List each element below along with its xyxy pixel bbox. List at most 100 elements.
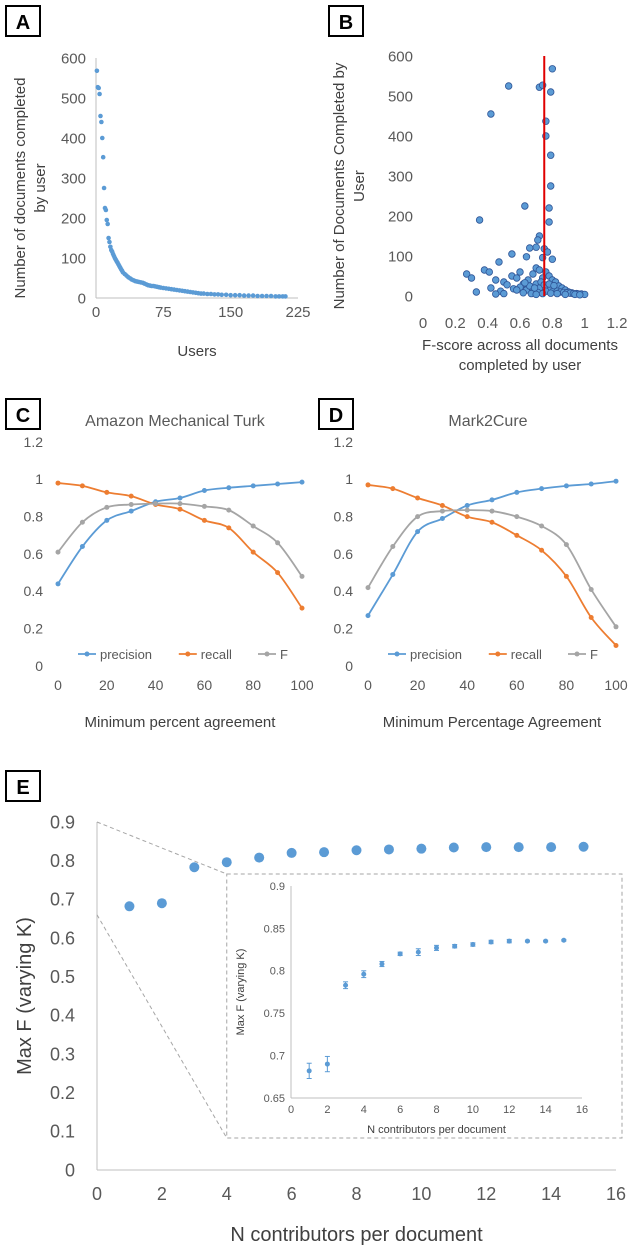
- x-tick-label: 100: [290, 677, 314, 693]
- series-point-precision: [201, 488, 207, 494]
- series-point-precision: [489, 497, 495, 503]
- data-point: [503, 281, 511, 289]
- data-point: [521, 202, 529, 210]
- y-tick-label: 100: [61, 250, 86, 267]
- y-tick-label: 600: [388, 48, 413, 65]
- y-tick-label: 1: [345, 471, 353, 487]
- data-point: [513, 842, 524, 853]
- data-point: [513, 286, 521, 294]
- legend-label: precision: [100, 647, 152, 662]
- panel-label-text: A: [16, 12, 30, 34]
- x-tick-label: 0: [364, 677, 372, 693]
- y-tick-label: 300: [61, 170, 86, 187]
- data-point: [96, 85, 101, 91]
- panel-label-a: A: [5, 5, 41, 37]
- chart-title: Amazon Mechanical Turk: [85, 413, 266, 430]
- data-point: [452, 943, 458, 949]
- data-point: [535, 266, 544, 274]
- data-point: [530, 284, 539, 292]
- legend-swatch-marker: [185, 651, 191, 657]
- data-point: [488, 939, 494, 945]
- x-tick-label: 100: [604, 677, 628, 693]
- data-point: [532, 290, 540, 299]
- series-point-recall: [250, 549, 256, 555]
- data-point: [237, 292, 242, 298]
- y-tick-label: 0.8: [50, 851, 75, 871]
- series-point-recall: [275, 570, 281, 576]
- data-point: [467, 274, 476, 282]
- y-tick-label: 0.8: [334, 509, 354, 525]
- data-point: [383, 844, 394, 855]
- data-point: [521, 279, 529, 287]
- series-point-f: [275, 540, 281, 546]
- data-point: [343, 982, 349, 988]
- series-point-precision: [464, 502, 470, 508]
- y-tick-label: 500: [61, 90, 86, 107]
- y-tick-label: 0: [345, 658, 353, 674]
- y-tick-label: 0: [405, 288, 413, 305]
- panel-label-text: B: [339, 12, 353, 34]
- series-point-f: [390, 544, 396, 550]
- y-tick-label: 400: [388, 128, 413, 145]
- x-tick-label: 0.2: [445, 315, 466, 332]
- data-point: [319, 847, 330, 858]
- legend-swatch-marker: [495, 651, 501, 657]
- data-point: [259, 293, 265, 299]
- y-axis-label: by user: [32, 163, 49, 212]
- x-axis-label: Minimum percent agreement: [85, 714, 277, 731]
- data-point: [361, 971, 367, 977]
- data-point: [103, 207, 109, 213]
- legend-item-recall: recall: [178, 647, 232, 662]
- x-axis-label: N contributors per document: [230, 1224, 483, 1246]
- y-tick-label: 0.2: [50, 1083, 75, 1103]
- y-tick-label: 0.2: [334, 621, 354, 637]
- y-tick-label: 200: [388, 208, 413, 225]
- data-point: [205, 291, 210, 297]
- y-tick-label: 0.9: [50, 812, 75, 832]
- data-point: [504, 82, 513, 90]
- data-point: [492, 290, 500, 298]
- inset-point: [324, 1055, 330, 1073]
- y-axis-label: Number of documents completed: [12, 78, 29, 299]
- legend-label: F: [280, 647, 288, 662]
- data-point: [508, 250, 516, 258]
- y-tick-label: 0.85: [264, 923, 285, 935]
- x-tick-label: 20: [410, 677, 426, 693]
- inset-point: [488, 939, 494, 945]
- series-point-recall: [55, 480, 61, 486]
- series-point-f: [250, 523, 256, 529]
- series-point-f: [539, 523, 545, 529]
- series-point-precision: [439, 516, 445, 522]
- data-point: [94, 68, 100, 74]
- inset-frame: [226, 873, 623, 1139]
- series-point-precision: [415, 529, 421, 535]
- legend-item-precision: precision: [78, 647, 152, 662]
- x-tick-label: 8: [433, 1104, 439, 1116]
- series-point-f: [299, 573, 305, 579]
- data-point: [104, 217, 110, 223]
- y-tick-label: 100: [388, 248, 413, 265]
- legend-item-f: F: [568, 647, 598, 662]
- x-axis-label: F-score across all documents: [422, 337, 618, 354]
- data-point: [212, 292, 217, 297]
- y-tick-label: 0.5: [50, 967, 75, 987]
- data-point: [532, 243, 540, 251]
- data-point: [97, 91, 102, 97]
- series-point-f: [104, 504, 110, 510]
- legend-item-f: F: [258, 647, 288, 662]
- y-tick-label: 1: [35, 471, 43, 487]
- data-point: [255, 293, 260, 299]
- x-tick-label: 10: [411, 1184, 431, 1204]
- data-point: [485, 268, 493, 276]
- y-tick-label: 0: [65, 1160, 75, 1180]
- data-point: [201, 291, 207, 296]
- data-point: [221, 857, 232, 868]
- inset-point: [524, 938, 530, 944]
- series-point-recall: [563, 573, 569, 579]
- panel-label-text: C: [16, 405, 30, 427]
- series-point-precision: [275, 481, 281, 487]
- panel-label-box: [318, 398, 354, 430]
- series-point-recall: [201, 517, 207, 523]
- x-tick-label: 0.6: [510, 315, 531, 332]
- data-point: [550, 281, 558, 290]
